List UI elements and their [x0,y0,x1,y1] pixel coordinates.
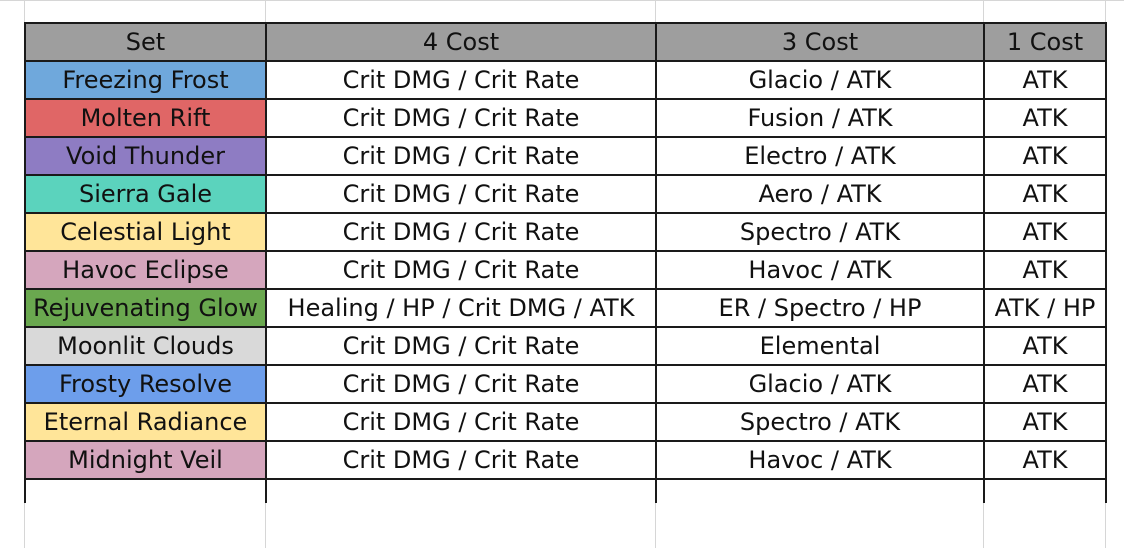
table-row: Midnight Veil Crit DMG / Crit Rate Havoc /… [24,440,1107,480]
empty-cell[interactable] [265,478,657,503]
one-cost-cell[interactable]: ATK [983,250,1107,290]
four-cost-cell[interactable]: Crit DMG / Crit Rate [265,136,657,176]
table-row: Sierra Gale Crit DMG / Crit Rate Aero / AT… [24,174,1107,214]
header-set[interactable]: Set [24,22,267,62]
set-cell[interactable]: Molten Rift [24,98,267,138]
artifact-sets-table: Set 4 Cost 3 Cost 1 Cost Freezing Frost C… [24,22,1107,503]
four-cost-cell[interactable]: Crit DMG / Crit Rate [265,326,657,366]
table-row: Void Thunder Crit DMG / Crit Rate Electro … [24,136,1107,176]
table-row: Frosty Resolve Crit DMG / Crit Rate Glacio… [24,364,1107,404]
empty-row [24,478,1107,503]
three-cost-cell[interactable]: Havoc / ATK [655,440,985,480]
four-cost-cell[interactable]: Crit DMG / Crit Rate [265,98,657,138]
header-row: Set 4 Cost 3 Cost 1 Cost [24,22,1107,62]
three-cost-cell[interactable]: Fusion / ATK [655,98,985,138]
three-cost-cell[interactable]: Glacio / ATK [655,364,985,404]
three-cost-cell[interactable]: Elemental [655,326,985,366]
set-cell[interactable]: Midnight Veil [24,440,267,480]
four-cost-cell[interactable]: Crit DMG / Crit Rate [265,212,657,252]
set-cell[interactable]: Rejuvenating Glow [24,288,267,328]
three-cost-cell[interactable]: Havoc / ATK [655,250,985,290]
table-row: Celestial Light Crit DMG / Crit Rate Spect… [24,212,1107,252]
set-cell[interactable]: Frosty Resolve [24,364,267,404]
set-cell[interactable]: Celestial Light [24,212,267,252]
set-cell[interactable]: Freezing Frost [24,60,267,100]
one-cost-cell[interactable]: ATK [983,98,1107,138]
header-3-cost[interactable]: 3 Cost [655,22,985,62]
three-cost-cell[interactable]: Electro / ATK [655,136,985,176]
set-cell[interactable]: Havoc Eclipse [24,250,267,290]
grid-line [0,0,1124,1]
table-body: Freezing Frost Crit DMG / Crit Rate Glacio… [24,60,1107,503]
three-cost-cell[interactable]: ER / Spectro / HP [655,288,985,328]
empty-cell[interactable] [983,478,1107,503]
table-row: Rejuvenating Glow Healing / HP / Crit DMG… [24,288,1107,328]
set-cell[interactable]: Sierra Gale [24,174,267,214]
four-cost-cell[interactable]: Crit DMG / Crit Rate [265,440,657,480]
four-cost-cell[interactable]: Healing / HP / Crit DMG / ATK [265,288,657,328]
one-cost-cell[interactable]: ATK [983,212,1107,252]
one-cost-cell[interactable]: ATK [983,440,1107,480]
table-row: Molten Rift Crit DMG / Crit Rate Fusion / … [24,98,1107,138]
empty-cell[interactable] [24,478,267,503]
four-cost-cell[interactable]: Crit DMG / Crit Rate [265,60,657,100]
one-cost-cell[interactable]: ATK [983,136,1107,176]
one-cost-cell[interactable]: ATK / HP [983,288,1107,328]
table-row: Havoc Eclipse Crit DMG / Crit Rate Havoc /… [24,250,1107,290]
one-cost-cell[interactable]: ATK [983,60,1107,100]
four-cost-cell[interactable]: Crit DMG / Crit Rate [265,174,657,214]
table-row: Moonlit Clouds Crit DMG / Crit Rate Elemen… [24,326,1107,366]
one-cost-cell[interactable]: ATK [983,326,1107,366]
table-row: Eternal Radiance Crit DMG / Crit Rate Spec… [24,402,1107,442]
header-4-cost[interactable]: 4 Cost [265,22,657,62]
set-cell[interactable]: Moonlit Clouds [24,326,267,366]
three-cost-cell[interactable]: Spectro / ATK [655,402,985,442]
empty-cell[interactable] [655,478,985,503]
set-cell[interactable]: Eternal Radiance [24,402,267,442]
header-1-cost[interactable]: 1 Cost [983,22,1107,62]
three-cost-cell[interactable]: Glacio / ATK [655,60,985,100]
one-cost-cell[interactable]: ATK [983,174,1107,214]
three-cost-cell[interactable]: Spectro / ATK [655,212,985,252]
table-row: Freezing Frost Crit DMG / Crit Rate Glacio… [24,60,1107,100]
one-cost-cell[interactable]: ATK [983,364,1107,404]
set-cell[interactable]: Void Thunder [24,136,267,176]
one-cost-cell[interactable]: ATK [983,402,1107,442]
four-cost-cell[interactable]: Crit DMG / Crit Rate [265,250,657,290]
four-cost-cell[interactable]: Crit DMG / Crit Rate [265,402,657,442]
three-cost-cell[interactable]: Aero / ATK [655,174,985,214]
four-cost-cell[interactable]: Crit DMG / Crit Rate [265,364,657,404]
